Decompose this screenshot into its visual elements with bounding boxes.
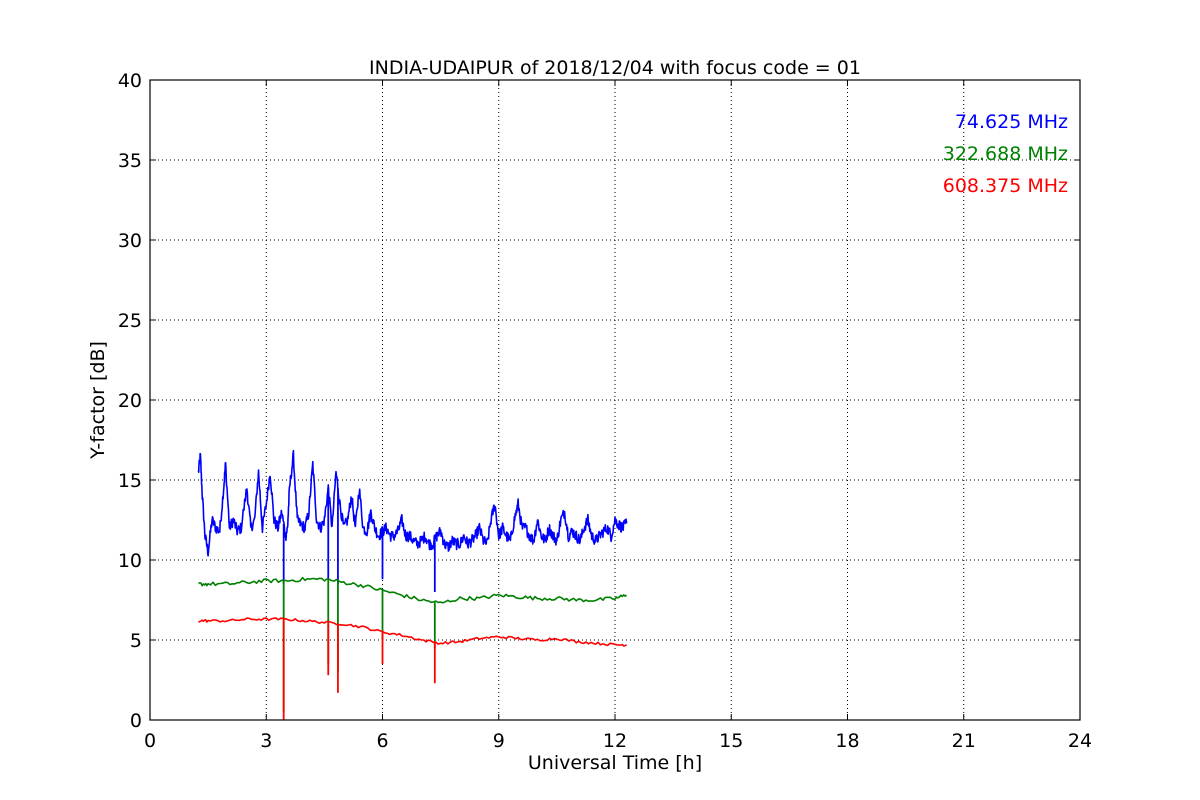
y-tick-label: 5 xyxy=(130,630,142,652)
series-line xyxy=(198,617,627,647)
x-axis-label: Universal Time [h] xyxy=(528,752,702,774)
y-tick-label: 40 xyxy=(118,70,142,92)
y-tick-label: 0 xyxy=(130,710,142,732)
y-tick-label: 20 xyxy=(118,390,142,412)
y-tick-label: 30 xyxy=(118,230,142,252)
chart-title: INDIA-UDAIPUR of 2018/12/04 with focus c… xyxy=(369,57,861,79)
series-layer xyxy=(197,449,628,720)
legend-entry: 608.375 MHz xyxy=(943,175,1068,197)
legend: 74.625 MHz 322.688 MHz 608.375 MHz xyxy=(943,111,1068,197)
y-tick-label: 25 xyxy=(118,310,142,332)
x-tick-label: 24 xyxy=(1068,730,1092,752)
legend-entry: 74.625 MHz xyxy=(955,111,1068,133)
y-axis-label: Y-factor [dB] xyxy=(87,341,109,460)
series-line xyxy=(198,576,628,604)
x-tick-label: 0 xyxy=(144,730,156,752)
ticks: 0 3 6 9 12 15 18 21 24 0 5 10 15 20 25 30 35 40 xyxy=(118,70,1092,752)
y-tick-label: 10 xyxy=(118,550,142,572)
x-tick-label: 15 xyxy=(719,730,743,752)
y-tick-label: 35 xyxy=(118,150,142,172)
x-tick-label: 3 xyxy=(260,730,272,752)
x-tick-label: 21 xyxy=(952,730,976,752)
x-tick-label: 12 xyxy=(603,730,627,752)
series-line xyxy=(197,449,628,557)
x-tick-label: 18 xyxy=(835,730,859,752)
grid xyxy=(150,80,1080,720)
x-tick-label: 9 xyxy=(493,730,505,752)
x-tick-label: 6 xyxy=(376,730,388,752)
y-tick-label: 15 xyxy=(118,470,142,492)
legend-entry: 322.688 MHz xyxy=(943,143,1068,165)
